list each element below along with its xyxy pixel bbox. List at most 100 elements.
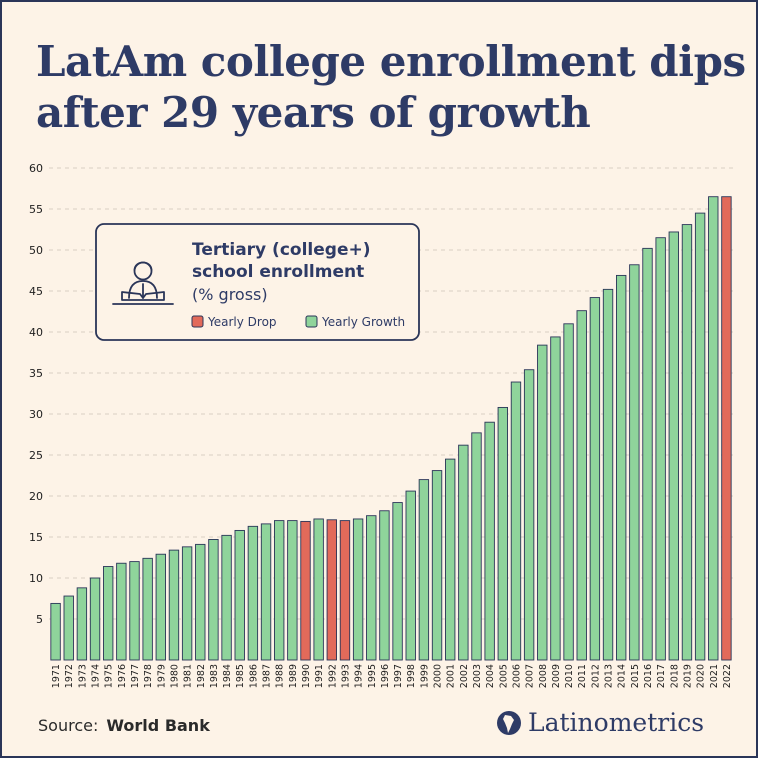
- x-axis-ticks: 1971 1972 1973 1974 1975 1976 1977 1978 1979 1980…: [51, 664, 733, 688]
- bar-1981: [181, 546, 193, 661]
- x-tick-label: 2020: [696, 664, 707, 688]
- x-tick-label: 1993: [340, 664, 351, 688]
- bar-2019: [681, 224, 693, 661]
- x-tick-label: 2021: [709, 664, 720, 688]
- source-note: Source: World Bank: [38, 716, 210, 735]
- bar-1990: [300, 520, 311, 661]
- x-tick-label: 1996: [380, 664, 391, 688]
- legend-drop-label: Yearly Drop: [207, 315, 277, 329]
- x-tick-label: 1983: [209, 664, 220, 688]
- source-name: World Bank: [106, 716, 210, 735]
- bar-2007: [523, 369, 535, 661]
- x-tick-label: 2003: [472, 664, 483, 688]
- x-tick-label: 2010: [564, 664, 575, 688]
- legend-subheading: (% gross): [192, 285, 268, 304]
- bar-2017: [655, 237, 666, 661]
- x-tick-label: 1990: [301, 664, 312, 688]
- x-tick-label: 1978: [143, 664, 154, 688]
- x-tick-label: 1999: [419, 664, 430, 688]
- x-tick-label: 1985: [235, 664, 246, 688]
- legend-box: Tertiary (college+) school enrollment (%…: [95, 223, 420, 341]
- y-tick-label: 55: [29, 203, 43, 216]
- bar-2008: [537, 344, 548, 661]
- bar-1982: [195, 543, 206, 661]
- y-tick-label: 25: [29, 449, 43, 462]
- bar-1995: [366, 515, 377, 661]
- bar-2012: [589, 297, 601, 661]
- bar-1973: [76, 587, 88, 661]
- x-tick-label: 2009: [551, 664, 562, 688]
- bar-2003: [471, 432, 482, 661]
- x-tick-label: 2002: [459, 664, 470, 688]
- bar-2013: [602, 288, 614, 661]
- x-tick-label: 2019: [682, 664, 693, 688]
- bar-2006: [510, 381, 522, 661]
- x-tick-label: 1997: [393, 664, 404, 688]
- bar-1988: [274, 520, 285, 661]
- x-tick-label: 1988: [275, 664, 286, 688]
- bar-1986: [247, 525, 259, 661]
- y-tick-label: 30: [29, 408, 43, 421]
- x-tick-label: 1994: [354, 664, 365, 688]
- bar-1992: [326, 519, 337, 661]
- x-tick-label: 1972: [64, 664, 75, 688]
- y-tick-label: 35: [29, 367, 43, 380]
- bar-2011: [576, 310, 587, 661]
- bar-1971: [50, 602, 61, 661]
- bar-1976: [116, 562, 127, 661]
- bar-2001: [445, 458, 456, 661]
- bar-1980: [168, 549, 180, 661]
- x-tick-label: 1986: [248, 664, 259, 688]
- x-tick-label: 2000: [433, 664, 444, 688]
- bar-2016: [642, 247, 653, 661]
- x-tick-label: 1980: [169, 664, 180, 688]
- y-tick-label: 20: [29, 490, 43, 503]
- x-tick-label: 2018: [669, 664, 680, 688]
- page-title: LatAm college enrollment dips after 29 y…: [36, 36, 746, 138]
- x-tick-label: 1992: [327, 664, 338, 688]
- x-tick-label: 1979: [156, 664, 167, 688]
- legend-heading-line-2: school enrollment: [192, 262, 364, 282]
- y-axis-ticks: 5 10 15 20 25 30 35 40 45 50 55 60: [29, 162, 43, 626]
- bar-1994: [352, 518, 364, 661]
- bar-1997: [392, 502, 403, 661]
- y-tick-label: 60: [29, 162, 43, 175]
- bar-1977: [129, 561, 140, 661]
- x-tick-label: 2017: [656, 664, 667, 688]
- legend-growth-swatch: [305, 315, 318, 328]
- x-tick-label: 1989: [288, 664, 299, 688]
- bar-2000: [431, 470, 443, 661]
- x-tick-label: 1973: [77, 664, 88, 688]
- student-reading-icon: [112, 261, 174, 305]
- bar-2010: [563, 323, 574, 661]
- x-tick-label: 2013: [604, 664, 615, 688]
- legend-growth-label: Yearly Growth: [321, 315, 405, 329]
- bar-1975: [103, 566, 114, 661]
- bar-1974: [89, 577, 101, 661]
- bar-1985: [234, 529, 245, 661]
- y-tick-label: 5: [36, 613, 43, 626]
- x-tick-label: 2008: [538, 664, 549, 688]
- bar-2004: [484, 421, 495, 661]
- bar-2021: [708, 196, 719, 661]
- x-tick-label: 2007: [525, 664, 536, 688]
- x-tick-label: 1981: [183, 664, 194, 688]
- bar-1984: [221, 534, 232, 661]
- bar-2005: [497, 406, 508, 661]
- x-tick-label: 1982: [196, 664, 207, 688]
- bars: [50, 196, 732, 661]
- bar-1989: [287, 520, 298, 661]
- bar-2022: [721, 196, 732, 661]
- legend-drop-swatch: [191, 315, 204, 328]
- x-tick-label: 2022: [722, 664, 733, 688]
- bar-2002: [458, 444, 469, 661]
- x-tick-label: 2012: [590, 664, 601, 688]
- x-tick-label: 1974: [91, 664, 102, 688]
- x-tick-label: 2014: [617, 664, 628, 688]
- bar-1972: [63, 595, 74, 661]
- title-line-2: after 29 years of growth: [36, 88, 591, 137]
- bar-1978: [142, 557, 153, 661]
- legend-heading-line-1: Tertiary (college+): [192, 240, 370, 260]
- y-tick-label: 45: [29, 285, 43, 298]
- bar-1996: [379, 510, 390, 661]
